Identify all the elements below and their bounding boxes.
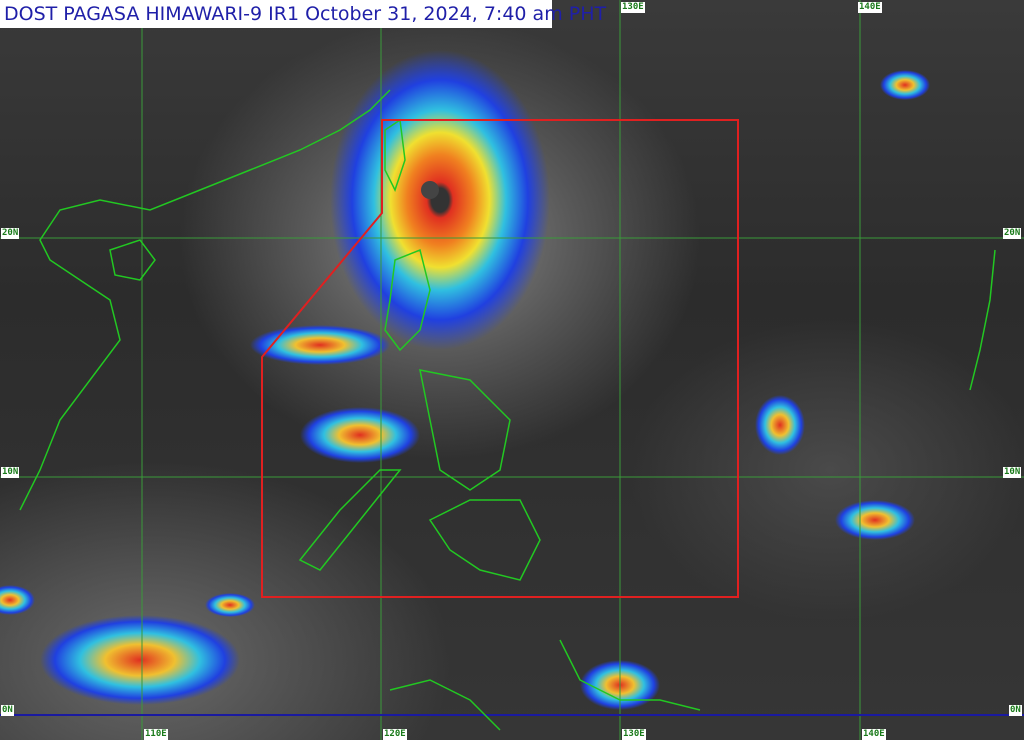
convective-cluster — [300, 407, 420, 463]
convective-cluster — [0, 585, 35, 615]
coastlines — [19, 89, 996, 731]
lat-label-20n-left: 20N — [1, 228, 20, 239]
lon-label-110e: 110E — [144, 729, 168, 740]
convective-cluster — [40, 615, 240, 705]
lon-label-130e: 130E — [622, 729, 646, 740]
typhoon-eye — [421, 181, 439, 199]
convective-cluster — [205, 593, 255, 617]
image-title: DOST PAGASA HIMAWARI-9 IR1 October 31, 2… — [0, 0, 606, 28]
lat-label-10n-left: 10N — [1, 467, 20, 478]
convective-cluster — [880, 70, 930, 100]
lat-label-10n-right: 10N — [1003, 467, 1022, 478]
lon-label-120e: 120E — [383, 729, 407, 740]
convective-cluster — [835, 500, 915, 540]
lon-label-140e: 140E — [862, 729, 886, 740]
lon-label-top-130e: 130E — [621, 2, 645, 13]
lon-label-top-140e: 140E — [858, 2, 882, 13]
typhoon-clouds — [330, 50, 550, 350]
convective-cluster — [250, 325, 390, 365]
lat-label-20n-right: 20N — [1003, 228, 1022, 239]
lat-label-0n-left: 0N — [1, 705, 14, 716]
convective-cluster — [755, 395, 805, 455]
lat-label-0n-right: 0N — [1009, 705, 1022, 716]
cloud-cover — [0, 50, 930, 710]
philippine-area-of-responsibility-box — [261, 119, 739, 598]
